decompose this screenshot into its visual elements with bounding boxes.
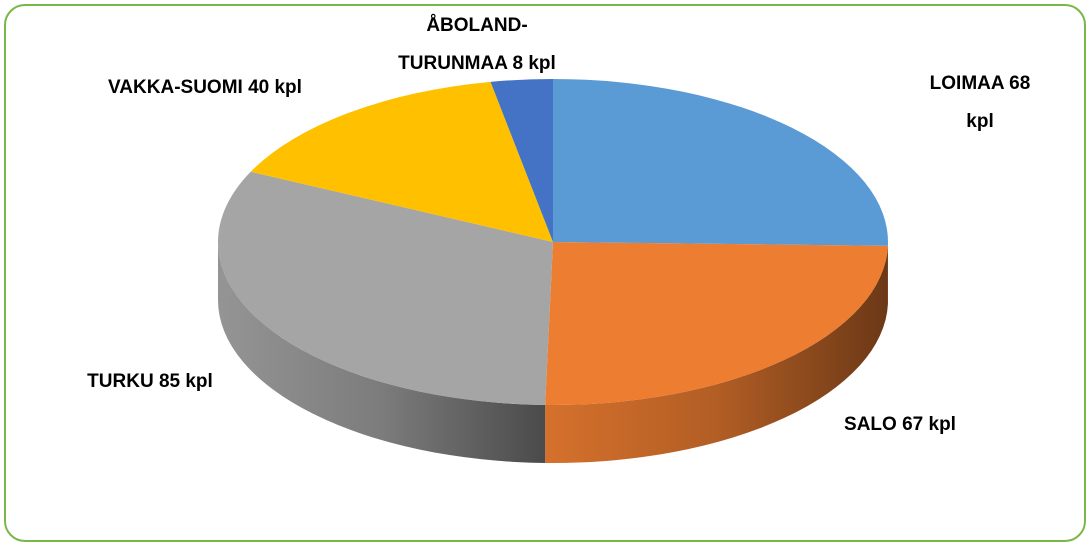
slice-side-shade [218,242,546,463]
slice [490,79,553,242]
slice [553,79,888,246]
slice [545,242,888,405]
pie-tops [217,79,888,405]
slice [250,81,553,242]
data-label: LOIMAA 68 kpl [929,73,1031,132]
slice [217,171,553,405]
slice-side-shade [545,245,888,463]
data-label: SALO 67 kpl [844,414,956,435]
pie-sides [218,242,888,463]
data-label: TURKU 85 kpl [87,371,213,392]
data-label: VAKKA-SUOMI 40 kpl [108,77,302,98]
data-label: ÅBOLAND- TURUNMAA 8 kpl [398,15,556,74]
